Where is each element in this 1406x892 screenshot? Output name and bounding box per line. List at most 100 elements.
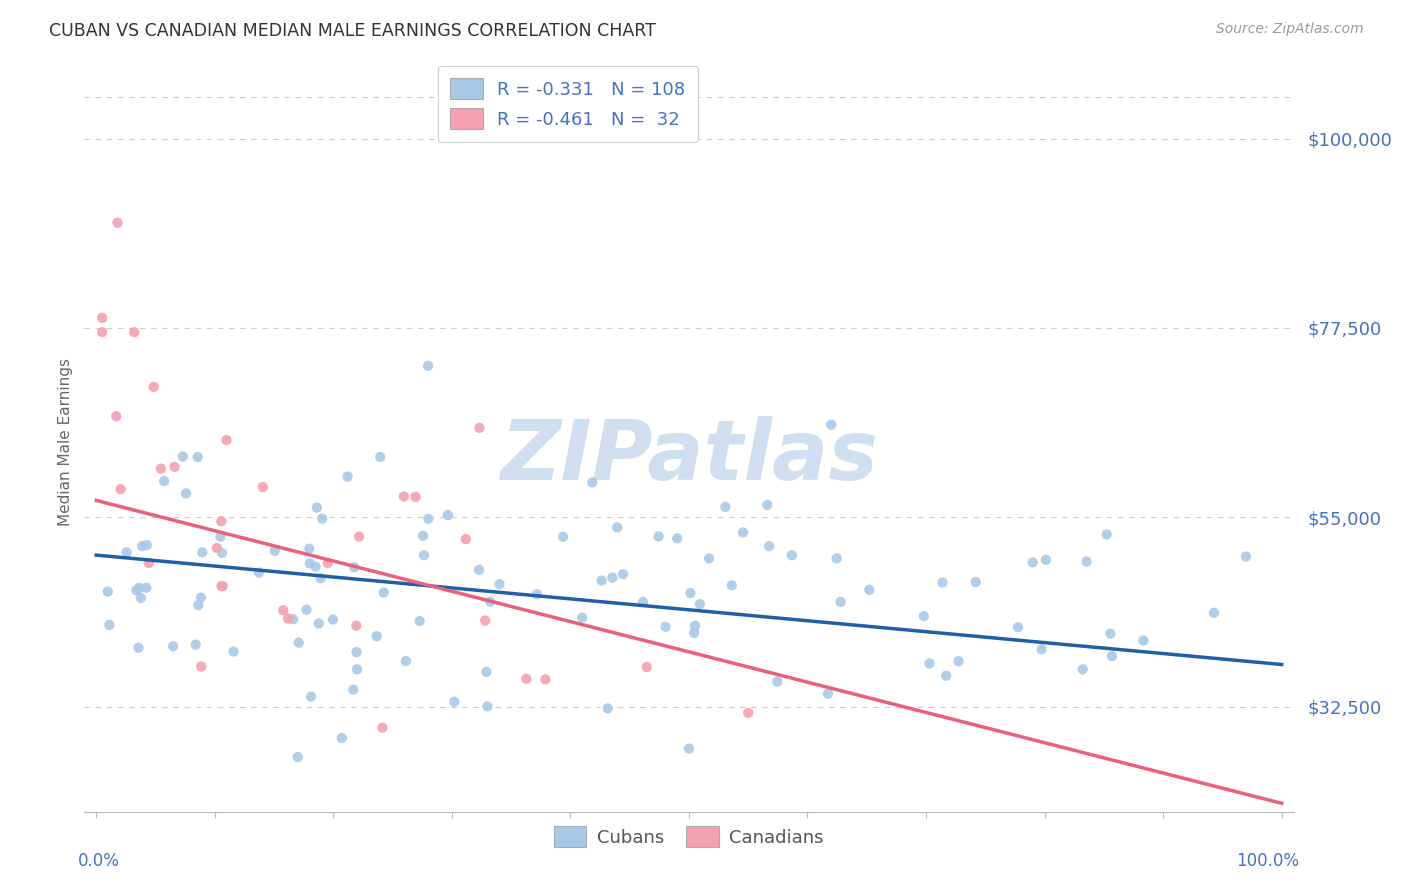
Text: 100.0%: 100.0%	[1236, 853, 1299, 871]
Point	[135, 581, 157, 595]
Point	[187, 450, 209, 464]
Y-axis label: Median Male Earnings: Median Male Earnings	[58, 358, 73, 525]
Point	[437, 508, 460, 522]
Point	[858, 582, 880, 597]
Point	[322, 613, 344, 627]
Point	[316, 556, 339, 570]
Point	[534, 673, 557, 687]
Point	[1095, 527, 1118, 541]
Point	[475, 665, 498, 679]
Point	[1071, 662, 1094, 676]
Point	[127, 640, 149, 655]
Point	[654, 620, 676, 634]
Point	[714, 500, 737, 514]
Point	[342, 682, 364, 697]
Point	[418, 512, 440, 526]
Point	[602, 571, 624, 585]
Point	[551, 530, 574, 544]
Point	[298, 556, 321, 570]
Point	[271, 603, 294, 617]
Point	[948, 654, 970, 668]
Point	[443, 695, 465, 709]
Point	[309, 571, 332, 585]
Point	[187, 598, 209, 612]
Point	[526, 587, 548, 601]
Point	[191, 545, 214, 559]
Point	[1035, 553, 1057, 567]
Point	[1076, 554, 1098, 568]
Point	[636, 660, 658, 674]
Point	[678, 741, 700, 756]
Point	[252, 480, 274, 494]
Point	[125, 583, 148, 598]
Point	[631, 595, 654, 609]
Point	[1031, 642, 1053, 657]
Text: Source: ZipAtlas.com: Source: ZipAtlas.com	[1216, 22, 1364, 37]
Point	[190, 591, 212, 605]
Point	[330, 731, 353, 745]
Point	[163, 459, 186, 474]
Point	[591, 574, 613, 588]
Point	[311, 511, 333, 525]
Point	[515, 672, 537, 686]
Text: CUBAN VS CANADIAN MEDIAN MALE EARNINGS CORRELATION CHART: CUBAN VS CANADIAN MEDIAN MALE EARNINGS C…	[49, 22, 657, 40]
Point	[912, 609, 935, 624]
Point	[1234, 549, 1257, 564]
Point	[122, 325, 145, 339]
Point	[287, 635, 309, 649]
Point	[277, 611, 299, 625]
Point	[758, 539, 780, 553]
Point	[91, 310, 114, 325]
Legend: Cubans, Canadians: Cubans, Canadians	[547, 819, 831, 855]
Point	[733, 525, 755, 540]
Point	[346, 662, 368, 676]
Point	[965, 574, 987, 589]
Point	[295, 603, 318, 617]
Point	[931, 575, 953, 590]
Point	[468, 421, 491, 435]
Point	[918, 657, 941, 671]
Point	[247, 566, 270, 580]
Point	[1022, 555, 1045, 569]
Point	[287, 750, 309, 764]
Point	[477, 699, 499, 714]
Point	[368, 450, 391, 464]
Point	[666, 532, 689, 546]
Point	[392, 490, 415, 504]
Point	[1099, 626, 1122, 640]
Point	[138, 556, 160, 570]
Point	[110, 482, 132, 496]
Point	[766, 674, 789, 689]
Point	[153, 474, 176, 488]
Point	[222, 644, 245, 658]
Point	[135, 538, 157, 552]
Point	[935, 668, 957, 682]
Text: ZIPatlas: ZIPatlas	[501, 416, 877, 497]
Point	[581, 475, 603, 490]
Point	[825, 551, 848, 566]
Point	[263, 544, 285, 558]
Point	[720, 578, 742, 592]
Point	[412, 529, 434, 543]
Point	[612, 567, 634, 582]
Point	[596, 701, 619, 715]
Point	[488, 577, 510, 591]
Point	[344, 618, 367, 632]
Point	[131, 539, 153, 553]
Point	[115, 545, 138, 559]
Point	[1132, 633, 1154, 648]
Point	[683, 626, 706, 640]
Point	[346, 645, 368, 659]
Point	[679, 586, 702, 600]
Point	[1007, 620, 1029, 634]
Point	[162, 639, 184, 653]
Point	[1101, 649, 1123, 664]
Point	[308, 616, 330, 631]
Point	[366, 629, 388, 643]
Point	[298, 541, 321, 556]
Point	[820, 417, 842, 432]
Point	[817, 687, 839, 701]
Point	[1202, 606, 1225, 620]
Point	[211, 546, 233, 560]
Point	[371, 721, 394, 735]
